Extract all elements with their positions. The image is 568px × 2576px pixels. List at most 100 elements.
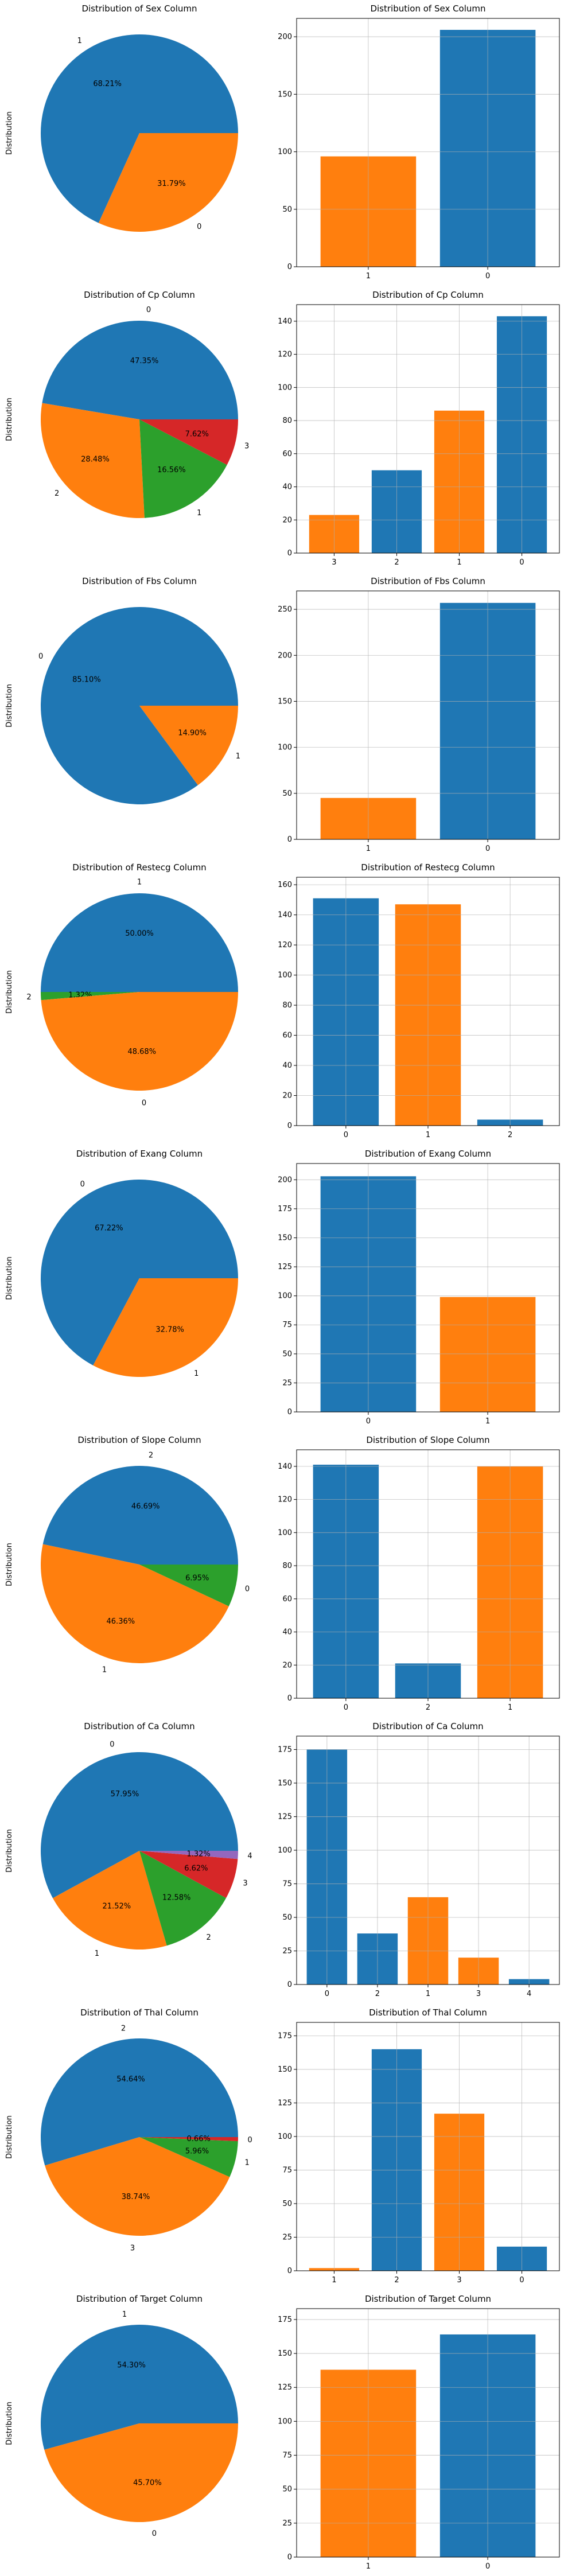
x-tick-label: 1 <box>426 1990 430 1998</box>
pie-category-label: 1 <box>77 37 82 45</box>
pie-pct-label: 21.52% <box>103 1902 131 1910</box>
pie-slice <box>139 706 238 785</box>
pie-category-label: 1 <box>137 878 142 886</box>
pie-category-label: 2 <box>121 2024 126 2033</box>
pie-slice <box>42 1466 239 1565</box>
pie-slice <box>41 992 239 1091</box>
y-tick-label: 150 <box>278 697 292 706</box>
bar-chart-cp: Distribution of Cp Column020406080100120… <box>278 290 560 567</box>
x-tick-label: 1 <box>366 845 371 853</box>
x-tick-label: 3 <box>332 558 336 567</box>
y-tick-label: 140 <box>278 911 292 920</box>
pie-category-label: 1 <box>236 752 240 761</box>
x-tick-label: 0 <box>344 1131 348 1139</box>
x-tick-label: 1 <box>366 2562 371 2571</box>
pie-pct-label: 0.66% <box>187 2135 211 2143</box>
y-tick-label: 250 <box>278 605 292 614</box>
x-tick-label: 3 <box>476 1990 481 1998</box>
y-tick-label: 75 <box>282 1321 292 1329</box>
y-tick-label: 0 <box>287 2267 292 2275</box>
y-tick-label: 50 <box>282 789 292 798</box>
pie-pct-label: 68.21% <box>93 80 122 88</box>
y-tick-label: 100 <box>278 2133 292 2141</box>
pie-category-label: 0 <box>142 1099 146 1107</box>
y-tick-label: 125 <box>278 2099 292 2107</box>
y-tick-label: 40 <box>282 483 292 492</box>
pie-category-label: 0 <box>247 2136 252 2145</box>
y-tick-label: 60 <box>282 1595 292 1604</box>
x-tick-label: 2 <box>508 1131 512 1139</box>
y-tick-label: 0 <box>287 1408 292 1417</box>
pie-chart-ca: Distribution of Ca Column Distribution 0 57… <box>5 1721 252 1958</box>
pie-category-label: 2 <box>206 1933 211 1942</box>
pie-slice <box>53 1851 167 1950</box>
y-tick-label: 120 <box>278 1496 292 1504</box>
x-tick-label: 2 <box>375 1990 380 1998</box>
y-tick-label: 75 <box>282 1880 292 1888</box>
pie-pct-label: 45.70% <box>133 2478 162 2487</box>
pie-category-label: 1 <box>122 2310 127 2319</box>
y-tick-label: 150 <box>278 1779 292 1788</box>
pie-slice <box>40 1752 238 1898</box>
pie-category-label: 0 <box>197 223 201 231</box>
pie-title: Distribution of Cp Column <box>84 290 195 300</box>
bar-title: Distribution of Target Column <box>365 2294 491 2304</box>
x-tick-label: 3 <box>457 2276 461 2285</box>
pie-pct-label: 46.36% <box>107 1617 135 1626</box>
y-tick-label: 140 <box>278 1462 292 1471</box>
pie-ylabel: Distribution <box>5 398 14 441</box>
x-tick-label: 4 <box>527 1990 531 1998</box>
bar-title: Distribution of Thal Column <box>369 2007 487 2018</box>
pie-pct-label: 57.95% <box>111 1790 139 1799</box>
pie-category-label: 0 <box>38 652 43 661</box>
pie-pct-label: 54.30% <box>117 2361 146 2370</box>
pie-slice <box>41 1544 229 1663</box>
y-tick-label: 125 <box>278 2383 292 2392</box>
pie-pct-label: 16.56% <box>157 466 186 474</box>
pie-pct-label: 38.74% <box>122 2193 150 2201</box>
y-tick-label: 25 <box>282 2519 292 2528</box>
x-tick-label: 0 <box>519 2276 524 2285</box>
pie-ylabel: Distribution <box>5 2115 14 2159</box>
y-tick-label: 100 <box>278 148 292 157</box>
pie-category-label: 1 <box>197 509 201 517</box>
bar-chart-ca: Distribution of Ca Column 0 25 50 75 100 125 15… <box>278 1721 560 1998</box>
pie-slice <box>139 1851 238 1898</box>
y-tick-label: 0 <box>287 549 292 558</box>
pie-category-label: 4 <box>247 1852 252 1861</box>
y-tick-label: 50 <box>282 1913 292 1922</box>
pie-slice <box>44 2423 239 2523</box>
bar-title: Distribution of Ca Column <box>372 1721 483 1731</box>
pie-pct-label: 48.68% <box>127 1048 156 1056</box>
pie-title: Distribution of Thal Column <box>80 2007 199 2018</box>
pie-title: Distribution of Sex Column <box>81 3 197 14</box>
pie-pct-label: 67.22% <box>95 1224 123 1233</box>
pie-category-label: 1 <box>102 1666 107 1675</box>
y-tick-label: 25 <box>282 1947 292 1955</box>
pie-pct-label: 14.90% <box>178 729 207 738</box>
pie-slice <box>41 992 139 1001</box>
y-tick-label: 60 <box>282 450 292 458</box>
axes-frame <box>296 304 560 554</box>
x-tick-label: 1 <box>508 1703 512 1712</box>
bar-chart-exang: Distribution of Exang Column025507510012… <box>278 1149 560 1426</box>
axes-frame <box>296 2022 560 2271</box>
y-tick-label: 200 <box>278 651 292 660</box>
y-tick-label: 0 <box>287 2553 292 2562</box>
pie-title: Distribution of Target Column <box>76 2294 203 2304</box>
pie-slice <box>45 2137 230 2236</box>
pie-pct-label: 28.48% <box>81 456 110 464</box>
pie-pct-label: 54.64% <box>116 2075 145 2084</box>
x-tick-label: 2 <box>394 2276 399 2285</box>
pie-slice <box>98 133 238 232</box>
y-tick-label: 175 <box>278 2316 292 2324</box>
x-tick-label: 2 <box>394 558 399 567</box>
pie-slice <box>40 34 238 223</box>
y-tick-label: 200 <box>278 33 292 41</box>
pie-pct-label: 32.78% <box>155 1325 184 1334</box>
pie-ylabel: Distribution <box>5 970 14 1014</box>
bar-title: Distribution of Exang Column <box>365 1149 491 1159</box>
x-tick-label: 0 <box>344 1703 348 1712</box>
x-tick-label: 0 <box>325 1990 329 1998</box>
pie-slice <box>41 893 238 992</box>
